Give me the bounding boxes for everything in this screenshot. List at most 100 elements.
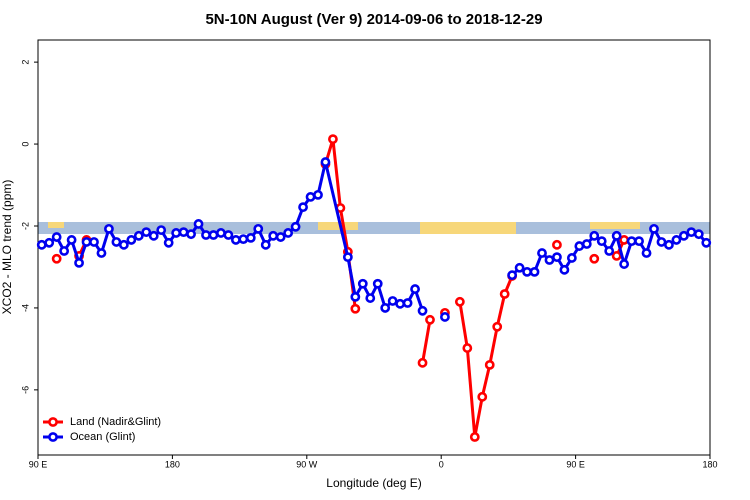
- data-point: [492, 321, 503, 332]
- data-point: [89, 237, 99, 247]
- data-point: [298, 202, 308, 213]
- data-point: [417, 357, 428, 368]
- x-tick-label: 90 W: [296, 459, 318, 469]
- data-point: [36, 239, 47, 250]
- data-point: [522, 266, 532, 277]
- data-point: [104, 223, 114, 234]
- data-point: [208, 230, 219, 240]
- data-point: [544, 255, 555, 265]
- data-point: [686, 227, 697, 238]
- data-point: [566, 253, 577, 263]
- data-point: [454, 296, 465, 307]
- data-point: [656, 237, 667, 247]
- data-point: [537, 248, 547, 258]
- chart-title: 5N-10N August (Ver 9) 2014-09-06 to 2018…: [205, 11, 542, 28]
- data-point: [596, 236, 607, 247]
- data-point: [484, 359, 495, 370]
- x-tick-label: 180: [165, 459, 180, 469]
- legend-marker: [48, 417, 58, 427]
- data-point: [626, 236, 637, 247]
- x-tick-label: 90 E: [29, 459, 48, 469]
- data-point: [253, 223, 264, 234]
- data-point: [320, 157, 331, 167]
- data-point: [529, 266, 540, 277]
- x-axis-label: Longitude (deg E): [326, 476, 421, 490]
- data-point: [417, 305, 428, 316]
- data-point: [619, 235, 630, 245]
- data-point: [611, 230, 622, 241]
- data-point: [611, 250, 622, 261]
- data-point: [357, 278, 368, 289]
- data-point: [499, 289, 510, 299]
- data-point: [693, 229, 704, 240]
- data-point: [260, 239, 271, 250]
- data-point: [552, 239, 562, 250]
- data-point: [350, 291, 361, 302]
- x-tick-label: 180: [702, 459, 717, 469]
- data-point: [178, 227, 189, 238]
- data-point: [148, 230, 159, 241]
- data-point: [678, 230, 689, 241]
- data-point: [201, 230, 211, 240]
- data-point: [163, 237, 174, 248]
- data-point: [342, 252, 353, 263]
- y-axis-label: XCO2 - MLO trend (ppm): [0, 180, 14, 315]
- data-point: [365, 293, 376, 303]
- legend-label: Ocean (Glint): [70, 431, 135, 443]
- legend: Land (Nadir&Glint) Ocean (Glint): [43, 416, 161, 443]
- data-point: [589, 230, 600, 241]
- data-point: [313, 189, 323, 200]
- data-point: [589, 253, 600, 264]
- data-point: [44, 237, 55, 248]
- data-point: [59, 246, 70, 256]
- data-point: [395, 298, 406, 309]
- data-point: [477, 391, 488, 402]
- data-point: [410, 284, 420, 294]
- legend-marker: [48, 432, 58, 442]
- data-point: [514, 262, 525, 273]
- data-point: [387, 296, 398, 306]
- data-point: [619, 259, 630, 269]
- series-line: [77, 137, 626, 439]
- data-point: [238, 234, 249, 245]
- data-point: [462, 343, 473, 353]
- data-point: [268, 230, 279, 241]
- data-point: [664, 239, 674, 250]
- data-point: [305, 192, 316, 202]
- data-point: [552, 252, 562, 263]
- data-point: [350, 303, 361, 314]
- data-point: [66, 235, 77, 245]
- data-point: [328, 134, 338, 145]
- data-point: [701, 237, 712, 248]
- data-point: [641, 248, 652, 258]
- data-point: [51, 232, 62, 242]
- data-point: [440, 312, 450, 322]
- y-tick-label: -4: [20, 304, 30, 312]
- legend-label: Land (Nadir&Glint): [70, 416, 161, 428]
- y-tick-label: 2: [20, 60, 30, 65]
- data-point: [275, 232, 286, 242]
- data-point: [171, 228, 182, 238]
- y-tick-label: 0: [20, 142, 30, 147]
- data-point: [111, 237, 122, 247]
- data-point: [74, 257, 84, 268]
- data-point: [245, 232, 256, 243]
- data-point: [425, 314, 435, 325]
- data-point: [634, 236, 644, 247]
- data-point: [649, 223, 659, 234]
- data-point: [126, 235, 137, 245]
- data-point: [581, 239, 592, 249]
- data-point: [81, 237, 92, 247]
- data-point: [141, 227, 152, 238]
- data-point: [216, 228, 226, 238]
- data-point: [223, 230, 234, 240]
- data-point: [186, 229, 196, 240]
- x-tick-label: 90 E: [566, 459, 585, 469]
- data-point: [380, 303, 391, 313]
- data-point: [118, 239, 129, 250]
- data-point: [469, 432, 480, 442]
- data-point: [574, 241, 585, 251]
- data-point: [51, 253, 62, 264]
- data-point: [193, 219, 204, 229]
